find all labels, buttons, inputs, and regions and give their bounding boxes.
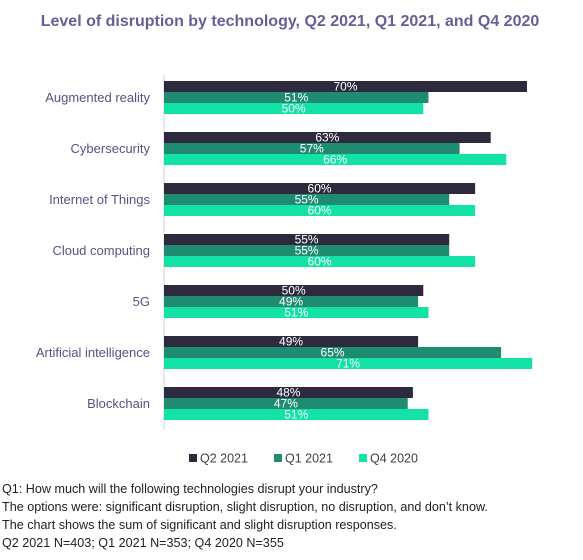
legend-label-q4-2020: Q4 2020	[370, 452, 418, 466]
data-label-q1-2021-internet-of-things: 55%	[295, 193, 319, 207]
bar-q4-2020-augmented-reality	[164, 103, 424, 114]
data-label-q4-2020-artificial-intelligence: 71%	[336, 357, 360, 371]
bar-chart: Augmented reality70%51%50%Cybersecurity6…	[36, 75, 533, 466]
data-label-q2-2021-artificial-intelligence: 49%	[279, 335, 303, 349]
legend-swatch-q2-2021	[189, 454, 197, 462]
bar-q2-2021-internet-of-things	[164, 183, 476, 194]
category-label-cybersecurity: Cybersecurity	[71, 141, 151, 156]
data-label-q4-2020-augmented-reality: 50%	[282, 102, 306, 116]
data-label-q2-2021-augmented-reality: 70%	[333, 80, 357, 94]
data-label-q2-2021-cloud-computing: 55%	[295, 233, 319, 247]
bar-q2-2021-blockchain	[164, 387, 413, 398]
data-label-q1-2021-5g: 49%	[279, 295, 303, 309]
bar-q1-2021-internet-of-things	[164, 194, 450, 205]
data-label-q1-2021-cloud-computing: 55%	[295, 244, 319, 258]
legend-swatch-q4-2020	[359, 454, 367, 462]
footnote-method: The chart shows the sum of significant a…	[2, 518, 397, 532]
footnotes: Q1: How much will the following technolo…	[2, 480, 582, 552]
data-label-q1-2021-artificial-intelligence: 65%	[321, 346, 345, 360]
category-label-5g: 5G	[133, 294, 150, 309]
footnote-question: Q1: How much will the following technolo…	[2, 482, 378, 496]
data-label-q2-2021-blockchain: 48%	[276, 386, 300, 400]
category-label-internet-of-things: Internet of Things	[49, 192, 150, 207]
bar-q2-2021-5g	[164, 285, 424, 296]
legend-label-q1-2021: Q1 2021	[285, 452, 333, 466]
legend-swatch-q1-2021	[274, 454, 282, 462]
bar-q2-2021-artificial-intelligence	[164, 336, 419, 347]
bar-q1-2021-cloud-computing	[164, 245, 450, 256]
bar-q4-2020-cybersecurity	[164, 154, 507, 165]
data-label-q4-2020-blockchain: 51%	[284, 408, 308, 422]
category-label-blockchain: Blockchain	[87, 396, 150, 411]
data-label-q4-2020-internet-of-things: 60%	[308, 204, 332, 218]
bar-q2-2021-cloud-computing	[164, 234, 450, 245]
data-label-q2-2021-cybersecurity: 63%	[315, 131, 339, 145]
bar-q4-2020-artificial-intelligence	[164, 358, 533, 369]
category-label-cloud-computing: Cloud computing	[52, 243, 150, 258]
bar-q4-2020-internet-of-things	[164, 205, 476, 216]
data-label-q2-2021-5g: 50%	[282, 284, 306, 298]
footnote-sample-sizes: Q2 2021 N=403; Q1 2021 N=353; Q4 2020 N=…	[2, 536, 284, 550]
data-label-q1-2021-cybersecurity: 57%	[300, 142, 324, 156]
legend-label-q2-2021: Q2 2021	[200, 452, 248, 466]
bar-q2-2021-cybersecurity	[164, 132, 491, 143]
bar-q1-2021-blockchain	[164, 398, 408, 409]
bar-q4-2020-blockchain	[164, 409, 429, 420]
chart-title: Level of disruption by technology, Q2 20…	[40, 13, 540, 30]
bar-q2-2021-augmented-reality	[164, 81, 527, 92]
bar-q4-2020-5g	[164, 307, 429, 318]
data-label-q4-2020-5g: 51%	[284, 306, 308, 320]
bar-q1-2021-cybersecurity	[164, 143, 460, 154]
data-label-q1-2021-blockchain: 47%	[274, 397, 298, 411]
category-label-augmented-reality: Augmented reality	[45, 90, 150, 105]
data-label-q4-2020-cloud-computing: 60%	[308, 255, 332, 269]
bar-q1-2021-augmented-reality	[164, 92, 429, 103]
data-label-q1-2021-augmented-reality: 51%	[284, 91, 308, 105]
footnote-options: The options were: significant disruption…	[2, 500, 488, 514]
category-label-artificial-intelligence: Artificial intelligence	[36, 345, 150, 360]
data-label-q2-2021-internet-of-things: 60%	[308, 182, 332, 196]
data-label-q4-2020-cybersecurity: 66%	[323, 153, 347, 167]
bar-q1-2021-5g	[164, 296, 419, 307]
bar-q4-2020-cloud-computing	[164, 256, 476, 267]
bar-q1-2021-artificial-intelligence	[164, 347, 502, 358]
